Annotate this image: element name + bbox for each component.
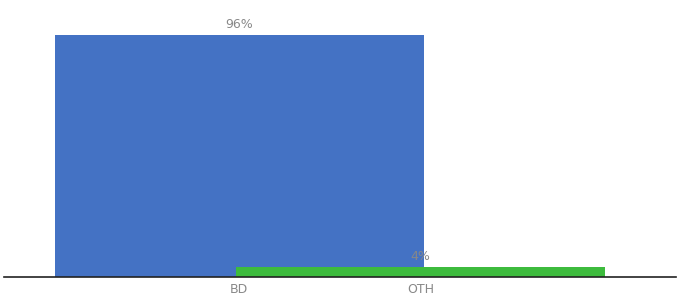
Text: 96%: 96%: [225, 18, 253, 31]
Bar: [236, 267, 605, 277]
Text: 4%: 4%: [411, 250, 430, 263]
Bar: [54, 34, 424, 277]
